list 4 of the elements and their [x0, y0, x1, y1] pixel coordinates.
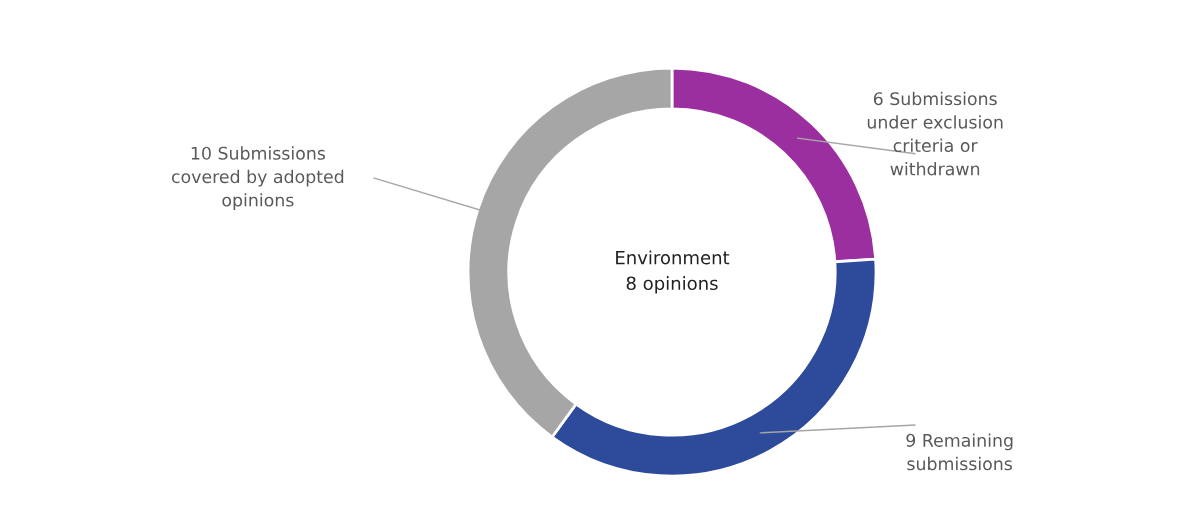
slice-label: 10 Submissions covered by adopted opinions [171, 146, 344, 210]
text: Environment 8 opinions [616, 250, 730, 294]
slice-label: 9 Remaining submissions [906, 433, 1013, 471]
slice-label: 6 Submissions under exclusion criteria or withdrawn [867, 91, 1003, 176]
